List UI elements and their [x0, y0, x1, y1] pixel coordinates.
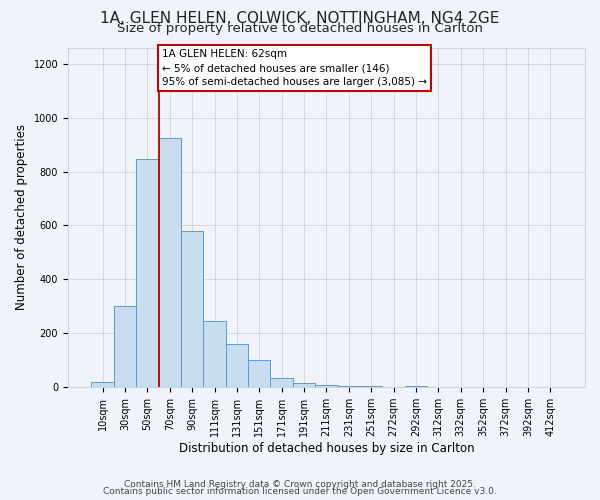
Bar — [136, 160, 158, 387]
Bar — [158, 138, 181, 387]
Bar — [203, 321, 226, 387]
Bar — [114, 306, 136, 387]
Text: Size of property relative to detached houses in Carlton: Size of property relative to detached ho… — [117, 22, 483, 35]
Text: 1A, GLEN HELEN, COLWICK, NOTTINGHAM, NG4 2GE: 1A, GLEN HELEN, COLWICK, NOTTINGHAM, NG4… — [100, 11, 500, 26]
Bar — [248, 360, 271, 387]
Bar — [226, 344, 248, 387]
Text: 1A GLEN HELEN: 62sqm
← 5% of detached houses are smaller (146)
95% of semi-detac: 1A GLEN HELEN: 62sqm ← 5% of detached ho… — [162, 49, 427, 87]
Bar — [293, 383, 315, 387]
Bar — [181, 231, 203, 387]
Bar — [91, 382, 114, 387]
Bar — [315, 384, 338, 387]
Bar — [405, 386, 427, 387]
Bar — [360, 386, 382, 387]
Text: Contains HM Land Registry data © Crown copyright and database right 2025.: Contains HM Land Registry data © Crown c… — [124, 480, 476, 489]
Bar — [338, 386, 360, 387]
Y-axis label: Number of detached properties: Number of detached properties — [15, 124, 28, 310]
X-axis label: Distribution of detached houses by size in Carlton: Distribution of detached houses by size … — [179, 442, 474, 455]
Text: Contains public sector information licensed under the Open Government Licence v3: Contains public sector information licen… — [103, 487, 497, 496]
Bar — [271, 378, 293, 387]
